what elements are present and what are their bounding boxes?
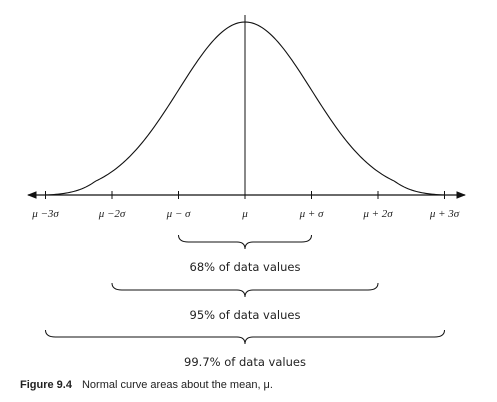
axis-label: μ + 2σ bbox=[362, 208, 393, 220]
brace-label: 68% of data values bbox=[190, 260, 301, 274]
normal-curve bbox=[30, 21, 460, 196]
brace bbox=[111, 282, 379, 298]
brace bbox=[45, 329, 445, 345]
brace-label: 99.7% of data values bbox=[184, 355, 306, 369]
caption-figure: Figure 9.4 bbox=[20, 379, 73, 391]
brace-label: 95% of data values bbox=[190, 308, 301, 322]
caption: Figure 9.4 Normal curve areas about the m… bbox=[20, 379, 273, 391]
axis-label: μ bbox=[241, 208, 248, 220]
axis-label: μ + 3σ bbox=[429, 208, 460, 220]
caption-text: Normal curve areas about the mean, μ. bbox=[82, 379, 273, 391]
brace bbox=[178, 234, 312, 250]
axis-label: μ + σ bbox=[299, 208, 324, 220]
axis-label: μ −2σ bbox=[98, 208, 126, 220]
axis-label: μ −3σ bbox=[31, 208, 59, 220]
axis-label: μ − σ bbox=[166, 208, 191, 220]
